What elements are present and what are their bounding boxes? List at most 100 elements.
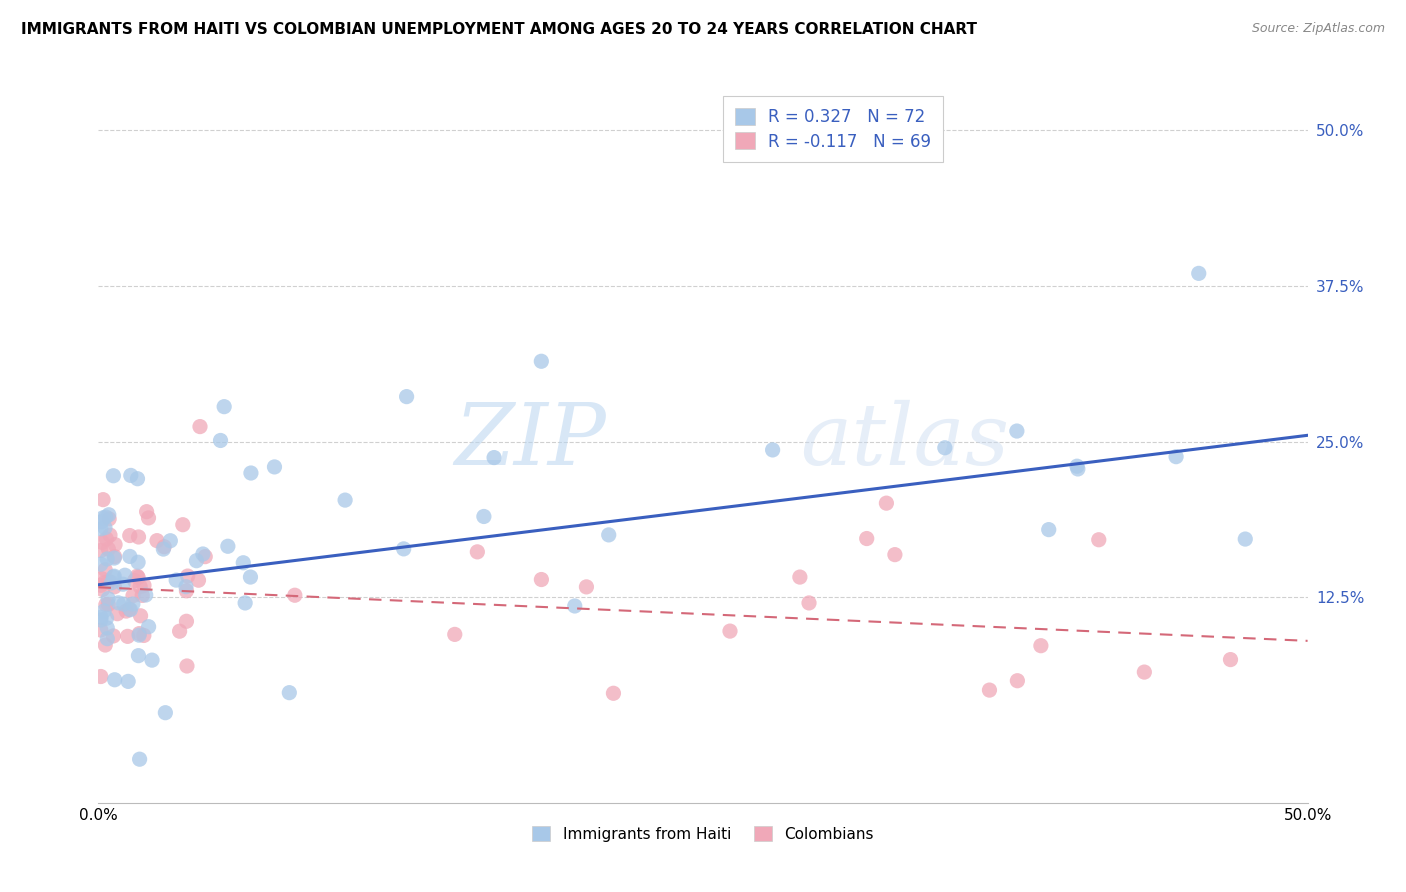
Point <box>118 549 141 564</box>
Point <box>118 602 141 616</box>
Point <box>91 492 114 507</box>
Point <box>482 450 505 465</box>
Point <box>128 752 150 766</box>
Point <box>91 535 114 549</box>
Point <box>172 517 194 532</box>
Point <box>124 574 146 588</box>
Point <box>112 577 135 591</box>
Point <box>90 613 112 627</box>
Point <box>127 570 149 584</box>
Point <box>97 591 120 606</box>
Point <box>135 588 157 602</box>
Point <box>191 547 214 561</box>
Point <box>132 578 155 592</box>
Point <box>155 706 177 720</box>
Point <box>90 558 112 572</box>
Point <box>97 598 120 612</box>
Point <box>165 573 187 587</box>
Point <box>979 683 1001 698</box>
Point <box>96 532 118 546</box>
Point <box>104 538 127 552</box>
Point <box>103 629 125 643</box>
Point <box>132 628 155 642</box>
Point <box>169 624 191 639</box>
Point <box>217 539 239 553</box>
Point <box>118 528 141 542</box>
Point <box>127 555 149 569</box>
Point <box>443 627 465 641</box>
Point <box>129 580 152 594</box>
Point <box>284 588 307 602</box>
Point <box>122 589 145 603</box>
Point <box>97 508 120 522</box>
Point <box>530 573 553 587</box>
Text: atlas: atlas <box>800 401 1010 483</box>
Point <box>1007 673 1029 688</box>
Point <box>105 607 128 621</box>
Point <box>127 648 149 663</box>
Point <box>115 604 138 618</box>
Text: ZIP: ZIP <box>454 401 606 483</box>
Point <box>186 554 208 568</box>
Point <box>188 419 211 434</box>
Point <box>94 598 117 612</box>
Point <box>90 669 112 683</box>
Point <box>114 568 136 582</box>
Point <box>103 570 125 584</box>
Point <box>1188 266 1211 280</box>
Point <box>232 556 254 570</box>
Point <box>239 466 262 480</box>
Point <box>90 610 112 624</box>
Point <box>1087 533 1109 547</box>
Point <box>127 569 149 583</box>
Point <box>112 597 135 611</box>
Point <box>1219 652 1241 666</box>
Point <box>138 620 160 634</box>
Point <box>117 629 139 643</box>
Point <box>141 653 163 667</box>
Point <box>1038 523 1060 537</box>
Point <box>96 552 118 566</box>
Point <box>602 686 624 700</box>
Point <box>564 599 586 613</box>
Point <box>789 570 811 584</box>
Point <box>91 511 114 525</box>
Point <box>209 434 232 448</box>
Point <box>176 659 198 673</box>
Point <box>90 578 112 592</box>
Point <box>138 511 160 525</box>
Point <box>94 521 117 535</box>
Point <box>1164 450 1187 464</box>
Point <box>153 540 176 554</box>
Point <box>97 574 120 589</box>
Point <box>797 596 820 610</box>
Point <box>128 626 150 640</box>
Point <box>135 505 157 519</box>
Point <box>120 602 142 616</box>
Point <box>103 551 125 566</box>
Point <box>718 624 741 639</box>
Point <box>762 442 785 457</box>
Text: Source: ZipAtlas.com: Source: ZipAtlas.com <box>1251 22 1385 36</box>
Point <box>1066 459 1088 474</box>
Point <box>90 572 112 586</box>
Point <box>263 459 285 474</box>
Point <box>93 604 115 618</box>
Point <box>176 583 198 598</box>
Point <box>103 569 125 583</box>
Point <box>1067 462 1090 476</box>
Point <box>883 548 905 562</box>
Point <box>875 496 897 510</box>
Point <box>103 549 125 564</box>
Legend: Immigrants from Haiti, Colombians: Immigrants from Haiti, Colombians <box>524 818 882 849</box>
Point <box>91 582 114 597</box>
Point <box>575 580 598 594</box>
Point <box>212 400 235 414</box>
Point <box>1133 665 1156 679</box>
Point <box>392 541 415 556</box>
Point <box>121 597 143 611</box>
Point <box>127 472 149 486</box>
Point <box>107 596 129 610</box>
Point <box>96 621 118 635</box>
Point <box>131 589 153 603</box>
